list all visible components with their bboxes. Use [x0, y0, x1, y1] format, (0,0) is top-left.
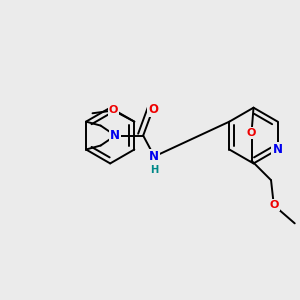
Text: N: N [110, 129, 120, 142]
Text: O: O [148, 103, 158, 116]
Text: H: H [150, 165, 158, 175]
Text: N: N [273, 143, 283, 156]
Text: N: N [149, 150, 159, 163]
Text: O: O [269, 200, 278, 210]
Text: O: O [109, 106, 118, 116]
Text: O: O [247, 128, 256, 138]
